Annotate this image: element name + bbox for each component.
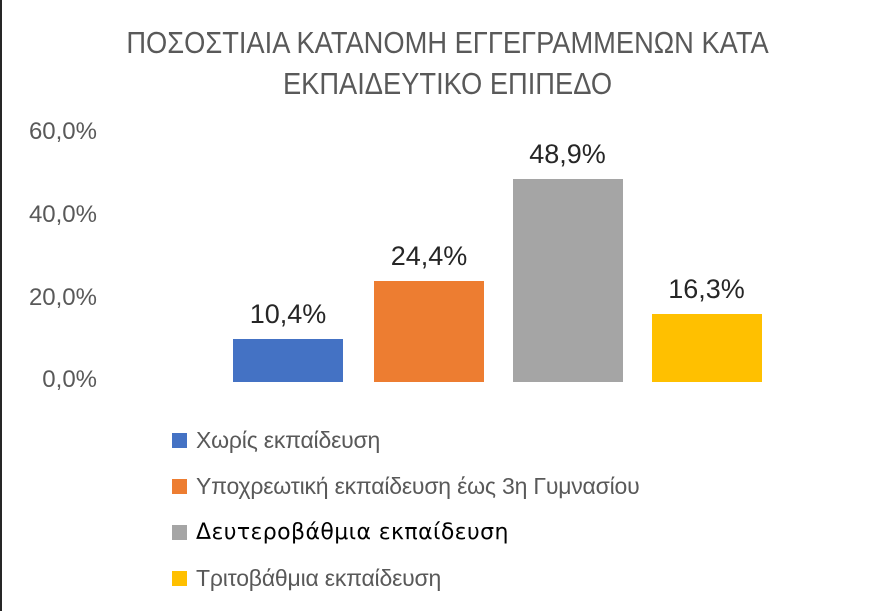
legend-swatch-gray-icon [172,524,187,540]
legend-item-compulsory-education: Υποχρεωτική εκπαίδευση έως 3η Γυμνασίου [172,471,640,501]
bar-secondary-education [512,179,623,382]
data-label-secondary-education: 48,9% [529,139,606,170]
data-label-no-education: 10,4% [249,298,327,329]
legend-swatch-blue-icon [172,432,187,448]
y-axis-tick-60: 60,0% [28,118,97,145]
legend-item-tertiary-education: Τριτοβάθμια εκπαίδευση [172,563,441,593]
legend-item-secondary-education: Δευτεροβάθμια εκπαίδευση [172,517,509,547]
data-label-tertiary-education: 16,3% [668,274,745,305]
y-axis-tick-20: 20,0% [28,284,97,311]
data-label-compulsory-education: 24,4% [390,240,468,271]
legend-swatch-yellow-icon [172,570,187,586]
legend-label: Δευτεροβάθμια εκπαίδευση [196,519,509,545]
bar-compulsory-education [374,280,484,382]
window-left-edge-line [0,0,2,611]
legend-label: Τριτοβάθμια εκπαίδευση [196,564,442,591]
chart-title: ΠΟΣΟΣΤΙΑΙΑ ΚΑΤΑΝΟΜΗ ΕΓΓΕΓΡΑΜΜΕΝΩΝ ΚΑΤΑ Ε… [54,22,842,104]
bar-no-education [233,338,343,382]
chart-title-line-2: ΕΚΠΑΙΔΕΥΤΙΚΟ ΕΠΙΠΕΔΟ [282,66,613,101]
chart-title-line-1: ΠΟΣΟΣΤΙΑΙΑ ΚΑΤΑΝΟΜΗ ΕΓΓΕΓΡΑΜΜΕΝΩΝ ΚΑΤΑ [126,25,769,60]
y-axis-tick-0: 0,0% [42,366,97,393]
legend-swatch-orange-icon [172,478,187,494]
bar-tertiary-education [651,314,762,382]
legend-item-no-education: Χωρίς εκπαίδευση [172,425,380,455]
legend-label: Χωρίς εκπαίδευση [196,426,381,453]
legend-label: Υποχρεωτική εκπαίδευση έως 3η Γυμνασίου [196,472,640,499]
y-axis-tick-40: 40,0% [28,201,97,228]
